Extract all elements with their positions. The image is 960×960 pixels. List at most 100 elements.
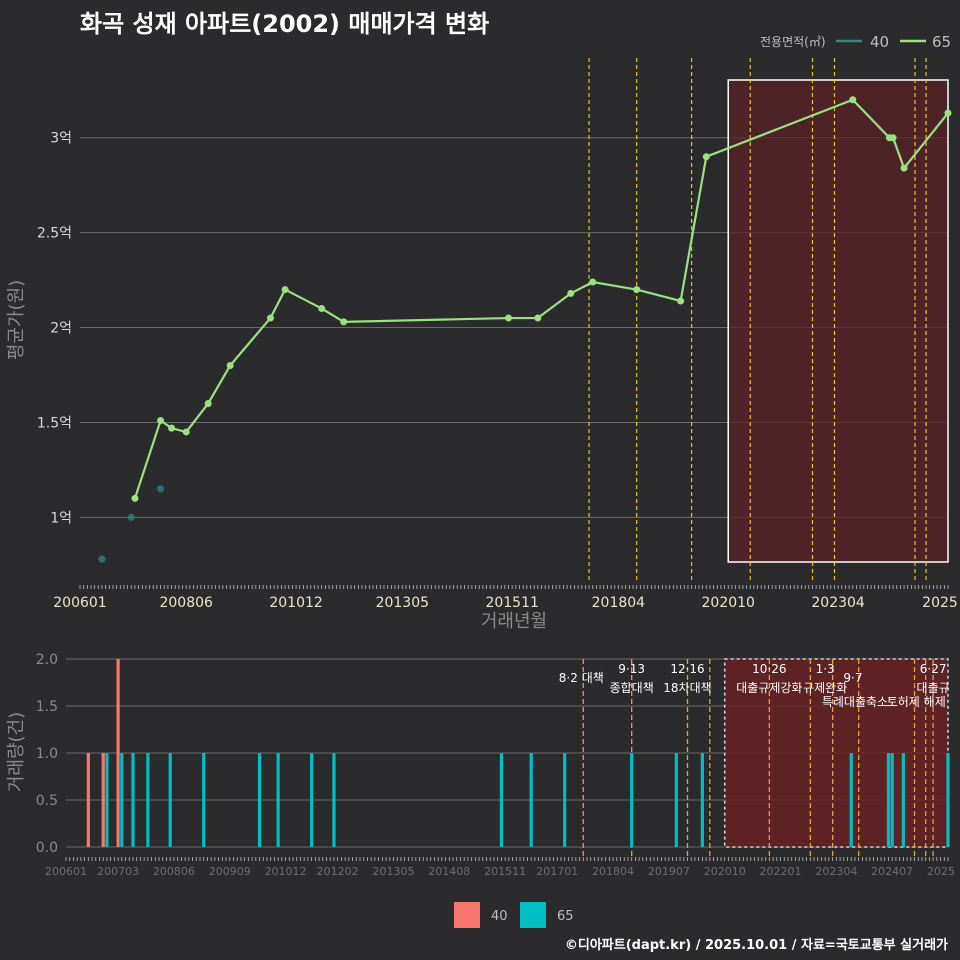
policy-annotation-date: 9·13	[618, 662, 645, 676]
policy-annotation-date: 6·27	[920, 662, 947, 676]
policy-annotation: 토허제 해제	[887, 695, 946, 709]
legend-swatch-bar-40	[454, 902, 480, 928]
bar-65	[674, 753, 678, 847]
x-tick-label-bottom: 200601	[45, 865, 87, 878]
bar-65	[257, 753, 262, 847]
data-point-40	[98, 555, 106, 563]
x-tick-label-bottom: 200909	[209, 865, 251, 878]
data-point-65	[168, 424, 176, 432]
x-tick-label-bottom: 202201	[760, 865, 802, 878]
bar-65	[890, 753, 894, 847]
y-axis-title-bottom: 거래량(건)	[6, 712, 27, 792]
data-point-65	[505, 314, 513, 322]
legend-label-bar-40: 40	[491, 909, 508, 924]
x-axis-title-top: 거래년월	[481, 611, 547, 632]
x-tick-label-bottom: 200806	[153, 865, 195, 878]
policy-annotation: 9·7	[843, 671, 862, 685]
footer-credit: ©디아파트(dapt.kr) / 2025.10.01 / 자료=국토교통부 실…	[564, 938, 948, 953]
data-point-65	[849, 96, 857, 104]
bar-65	[499, 753, 504, 847]
y-axis-title-top: 평균가(원)	[6, 280, 27, 360]
y-tick-label-top: 1.5억	[37, 415, 72, 431]
data-point-65	[889, 134, 897, 142]
x-tick-label-bottom: 202010	[704, 865, 746, 878]
bar-65	[849, 753, 853, 847]
series-line-65	[133, 98, 949, 499]
data-point-65	[318, 305, 326, 313]
data-point-65	[900, 164, 908, 172]
data-point-65	[944, 109, 952, 117]
legend-title-top: 전용면적(㎡)	[760, 35, 826, 49]
legend-label-40: 40	[870, 33, 889, 51]
data-point-65	[702, 153, 710, 161]
bar-65	[168, 753, 172, 847]
policy-annotation-date: 1·3	[816, 662, 835, 676]
bar-40	[101, 753, 105, 847]
x-tick-label-bottom: 2025	[927, 865, 955, 878]
y-tick-label-top: 3억	[50, 131, 72, 147]
y-tick-label-bottom: 1.0	[36, 746, 58, 762]
bar-65	[120, 753, 124, 847]
bar-65	[630, 753, 634, 847]
x-tick-label-bottom: 201012	[265, 865, 307, 878]
policy-annotation-date: 12·16	[670, 662, 704, 676]
data-point-65	[157, 417, 165, 425]
x-tick-label-top: 202304	[811, 595, 865, 611]
policy-annotation-label: 18차대책	[663, 680, 711, 695]
x-tick-label-bottom: 201907	[648, 865, 690, 878]
bar-65	[901, 753, 905, 847]
bar-65	[700, 753, 704, 847]
policy-annotation-label: 대출규	[917, 681, 950, 695]
x-tick-label-bottom: 200703	[97, 865, 139, 878]
data-point-65	[633, 286, 641, 294]
x-tick-label-bottom: 201511	[484, 865, 526, 878]
x-tick-label-top: 200806	[159, 595, 213, 611]
x-tick-label-bottom: 201804	[592, 865, 634, 878]
y-tick-label-top: 2.5억	[37, 226, 72, 242]
x-tick-label-top: 2025	[922, 595, 958, 611]
data-point-65	[567, 289, 575, 297]
bar-65	[202, 753, 206, 847]
y-tick-label-bottom: 1.5	[36, 699, 58, 715]
highlight-region-bottom	[723, 658, 949, 848]
policy-annotation-label: 특례대출축소	[822, 695, 888, 709]
bar-65	[310, 753, 314, 847]
policy-annotation-date: 10·26	[752, 662, 786, 676]
policy-annotation-label: 규제완화	[803, 681, 847, 695]
legend-label-bar-65: 65	[557, 909, 574, 924]
bar-65	[529, 753, 533, 847]
bar-65	[276, 753, 280, 847]
data-point-40	[127, 513, 135, 521]
policy-annotation: 8·2 대책	[559, 670, 604, 685]
bar-65	[563, 753, 567, 847]
data-point-65	[677, 297, 685, 305]
legend-swatch-bar-65	[520, 902, 546, 928]
y-tick-label-bottom: 2.0	[36, 652, 58, 668]
data-point-65	[182, 428, 190, 436]
bar-65	[332, 753, 336, 847]
data-point-65	[281, 286, 289, 294]
x-tick-label-top: 201305	[376, 595, 429, 611]
bar-65	[946, 753, 950, 847]
x-tick-label-bottom: 201202	[317, 865, 359, 878]
bar-65	[886, 753, 891, 847]
data-point-65	[340, 318, 348, 326]
x-tick-label-bottom: 201701	[536, 865, 578, 878]
x-tick-label-bottom: 202304	[815, 865, 857, 878]
data-point-65	[226, 362, 234, 370]
x-tick-label-top: 202010	[702, 595, 755, 611]
policy-annotation-label: 대출규제강화	[736, 681, 802, 695]
data-point-65	[131, 494, 139, 502]
x-tick-label-bottom: 201408	[428, 865, 470, 878]
x-tick-label-top: 200601	[53, 595, 106, 611]
x-tick-label-top: 201012	[269, 595, 322, 611]
x-tick-label-bottom: 202407	[871, 865, 913, 878]
bar-65	[131, 753, 135, 847]
y-tick-label-top: 2억	[50, 321, 72, 337]
data-point-65	[534, 314, 542, 322]
bar-65	[146, 753, 150, 847]
x-tick-label-top: 201511	[485, 595, 538, 611]
data-point-40	[157, 485, 165, 493]
y-tick-label-bottom: 0.0	[36, 840, 58, 856]
